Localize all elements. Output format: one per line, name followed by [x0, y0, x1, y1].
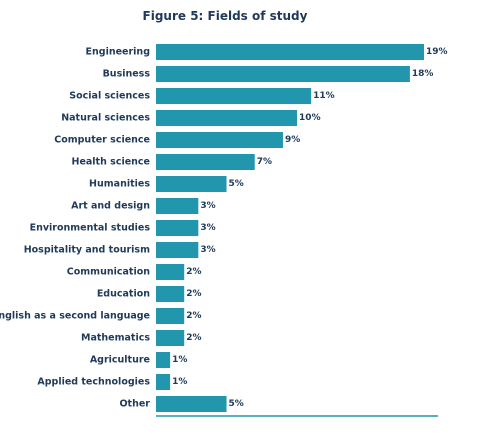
bar [156, 44, 424, 60]
value-label: 19% [426, 47, 448, 57]
category-label: English as a second language [0, 311, 150, 322]
bar [156, 220, 199, 236]
bar [156, 88, 312, 104]
category-label: Art and design [71, 201, 150, 212]
bar [156, 264, 185, 280]
bar [156, 110, 298, 126]
bar [156, 396, 227, 412]
category-label: Engineering [86, 47, 150, 58]
value-label: 2% [186, 267, 201, 277]
bar [156, 352, 171, 368]
bar [156, 330, 185, 346]
value-label: 5% [229, 179, 244, 189]
category-label: Business [103, 69, 151, 80]
category-label: Communication [67, 267, 150, 278]
bar [156, 154, 255, 170]
value-label: 2% [186, 289, 201, 299]
value-label: 5% [229, 399, 244, 409]
category-label: Agriculture [90, 355, 150, 366]
chart-title: Figure 5: Fields of study [143, 9, 308, 23]
category-label: Humanities [89, 179, 150, 190]
category-label: Mathematics [81, 333, 150, 344]
value-label: 1% [172, 377, 187, 387]
value-label: 2% [186, 311, 201, 321]
category-label: Computer science [54, 135, 150, 146]
bar [156, 132, 283, 148]
category-label: Environmental studies [30, 223, 151, 234]
bar [156, 286, 185, 302]
value-label: 10% [299, 113, 321, 123]
bar [156, 176, 227, 192]
category-label: Natural sciences [61, 113, 150, 124]
value-label: 9% [285, 135, 300, 145]
category-label: Social sciences [69, 91, 150, 102]
category-label: Education [97, 289, 150, 300]
value-label: 3% [200, 245, 215, 255]
value-label: 3% [200, 223, 215, 233]
value-label: 18% [412, 69, 434, 79]
bar [156, 198, 199, 214]
bar [156, 66, 410, 82]
value-label: 11% [313, 91, 335, 101]
value-label: 2% [186, 333, 201, 343]
bar [156, 374, 171, 390]
bar [156, 308, 185, 324]
bar [156, 242, 199, 258]
value-label: 1% [172, 355, 187, 365]
bars-group: Engineering 19% Business 18% Social sciences… [0, 44, 448, 412]
category-label: Applied technologies [37, 377, 150, 388]
value-label: 7% [257, 157, 272, 167]
category-label: Health science [72, 157, 151, 168]
value-label: 3% [200, 201, 215, 211]
category-label: Other [119, 399, 150, 410]
category-label: Hospitality and tourism [24, 245, 150, 256]
